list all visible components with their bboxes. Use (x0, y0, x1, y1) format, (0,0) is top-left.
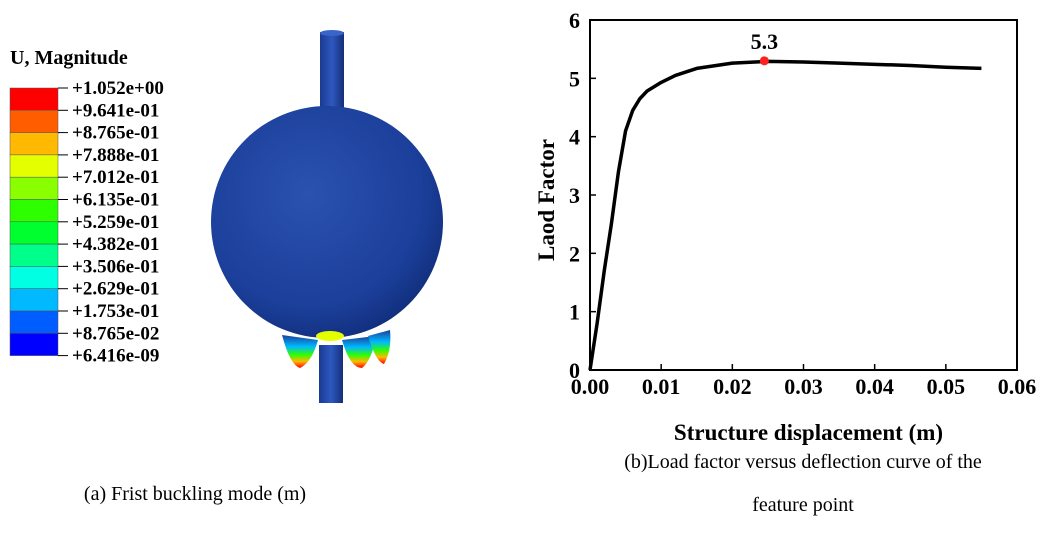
peak-marker (760, 56, 769, 65)
legend-label: +8.765e-01 (72, 123, 159, 144)
y-axis-title: Laod Factor (534, 139, 559, 261)
x-tick-label: 0.06 (998, 374, 1037, 399)
legend-swatch (10, 222, 58, 244)
legend-swatch (10, 110, 58, 132)
legend-label: +6.416e-09 (72, 346, 159, 367)
legend-label: +8.765e-02 (72, 323, 159, 344)
legend-swatch (10, 133, 58, 155)
legend-label: +3.506e-01 (72, 256, 159, 277)
y-tick-label: 3 (569, 183, 580, 208)
legend-swatch (10, 333, 58, 355)
x-tick-label: 0.04 (855, 374, 894, 399)
legend-label: +7.888e-01 (72, 145, 159, 166)
legend-label: +9.641e-01 (72, 100, 159, 121)
legend-swatch (10, 311, 58, 333)
peak-label: 5.3 (751, 29, 779, 54)
y-tick-label: 4 (569, 125, 580, 150)
caption-b: (b)Load factor versus deflection curve o… (624, 451, 982, 473)
caption-a: (a) Frist buckling mode (m) (84, 483, 306, 505)
legend-title: U, Magnitude (10, 47, 128, 69)
x-tick-label: 0.01 (642, 374, 681, 399)
legend-swatch (10, 244, 58, 266)
figure: U, Magnitude +1.052e+00+9.641e-01+8.765e… (0, 0, 1053, 544)
caption-b: feature point (752, 494, 854, 516)
model-render (211, 30, 443, 403)
legend-swatch (10, 266, 58, 288)
legend-label: +1.753e-01 (72, 301, 159, 322)
y-tick-label: 2 (569, 241, 580, 266)
data-line (590, 61, 981, 370)
x-tick-label: 0.05 (927, 374, 966, 399)
y-tick-label: 1 (569, 300, 580, 325)
legend-swatch (10, 289, 58, 311)
legend-label: +4.382e-01 (72, 234, 159, 255)
legend-swatch (10, 88, 58, 110)
x-axis-title: Structure displacement (m) (674, 420, 943, 445)
y-tick-label: 0 (569, 358, 580, 383)
legend-swatch (10, 155, 58, 177)
x-tick-label: 0.02 (713, 374, 752, 399)
legend-label: +7.012e-01 (72, 167, 159, 188)
x-tick-label: 0.03 (784, 374, 823, 399)
legend-label: +2.629e-01 (72, 279, 159, 300)
legend-swatch (10, 200, 58, 222)
y-tick-label: 5 (569, 66, 580, 91)
legend-label: +1.052e+00 (72, 78, 164, 99)
plot-frame (590, 20, 1017, 370)
contour-legend: U, Magnitude +1.052e+00+9.641e-01+8.765e… (10, 47, 164, 367)
legend-label: +5.259e-01 (72, 212, 159, 233)
legend-swatch (10, 177, 58, 199)
y-tick-label: 6 (569, 8, 580, 33)
legend-label: +6.135e-01 (72, 190, 159, 211)
